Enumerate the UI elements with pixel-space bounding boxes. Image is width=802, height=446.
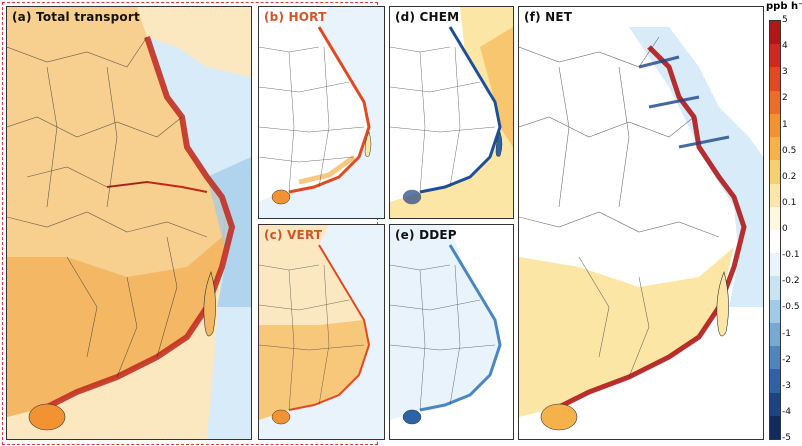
panel-hort: (b) HORT: [258, 6, 385, 219]
colorbar-swatch: [770, 206, 780, 230]
colorbar-swatch: [770, 137, 780, 161]
panel-f-label: (f) NET: [524, 10, 573, 24]
colorbar-swatch: [770, 67, 780, 91]
colorbar-ticks: 5 4 3 2 1 0.5 0.2 0.1 0 -0.1 -0.2 -0.5 -1 -2 -3 -4 -5: [782, 15, 802, 443]
colorbar-swatch: [770, 183, 780, 207]
colorbar-swatch: [770, 369, 780, 393]
panel-d-label: (d) CHEM: [395, 10, 460, 24]
panel-c-map: [259, 225, 384, 439]
panel-e-label: (e) DDEP: [395, 228, 457, 242]
colorbar-swatch: [770, 415, 780, 439]
colorbar-tick-label: 1: [782, 119, 788, 130]
colorbar-swatch: [770, 322, 780, 347]
colorbar-tick-label: -4: [782, 406, 791, 417]
colorbar-unit: ppb h⁻¹: [766, 1, 802, 12]
panel-d-map: [390, 7, 513, 218]
panel-b-label: (b) HORT: [264, 10, 327, 24]
panel-a-map: [7, 7, 251, 439]
colorbar-tick-label: 4: [782, 41, 788, 52]
panel-net: (f) NET: [518, 6, 764, 440]
colorbar-tick-label: -1: [782, 328, 791, 339]
colorbar-tick-label: 3: [782, 67, 788, 78]
colorbar-tick-label: -5: [782, 433, 791, 443]
colorbar-swatch: [770, 21, 780, 45]
colorbar-swatch: [770, 160, 780, 184]
colorbar-tick-label: 0.2: [782, 171, 797, 182]
panel-a-label: (a) Total transport: [12, 10, 140, 24]
colorbar-tick-label: -3: [782, 380, 791, 391]
colorbar-tick-label: -0.5: [782, 302, 800, 313]
panel-c-label: (c) VERT: [264, 228, 323, 242]
panel-vert: (c) VERT: [258, 224, 385, 440]
colorbar-tick-label: 2: [782, 93, 788, 104]
panel-total-transport: (a) Total transport: [6, 6, 252, 440]
colorbar-swatch: [770, 113, 780, 138]
colorbar-tick-label: -2: [782, 354, 791, 365]
colorbar-tick-label: 0.1: [782, 197, 797, 208]
colorbar-swatch: [770, 276, 780, 300]
colorbar-tick-label: -0.2: [782, 276, 800, 287]
colorbar: [769, 20, 781, 440]
panel-f-map: [519, 7, 763, 439]
colorbar-swatch: [770, 229, 780, 254]
colorbar-tick-label: 0: [782, 224, 788, 234]
colorbar-tick-label: 5: [782, 15, 788, 25]
colorbar-swatch: [770, 299, 780, 323]
colorbar-swatch: [770, 253, 780, 277]
transport-group-box: [2, 2, 378, 445]
colorbar-swatch: [770, 346, 780, 370]
panel-chem: (d) CHEM: [389, 6, 514, 219]
colorbar-swatch: [770, 392, 780, 416]
colorbar-tick-label: 0.5: [782, 145, 797, 156]
colorbar-swatch: [770, 44, 780, 68]
panel-ddep: (e) DDEP: [389, 224, 514, 440]
colorbar-swatch: [770, 90, 780, 114]
colorbar-tick-label: -0.1: [782, 250, 800, 261]
panel-b-map: [259, 7, 384, 218]
panel-e-map: [390, 225, 513, 439]
